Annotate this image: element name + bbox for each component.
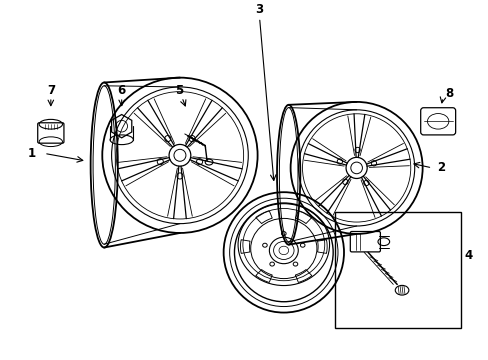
Text: 3: 3	[255, 3, 263, 16]
Text: 1: 1	[27, 147, 36, 160]
Text: 7: 7	[47, 84, 55, 97]
Bar	[335, 212, 461, 328]
Text: 8: 8	[445, 87, 453, 100]
Text: 5: 5	[175, 84, 183, 97]
Text: 6: 6	[117, 84, 125, 97]
Text: 4: 4	[463, 249, 471, 262]
Text: 2: 2	[436, 161, 444, 174]
